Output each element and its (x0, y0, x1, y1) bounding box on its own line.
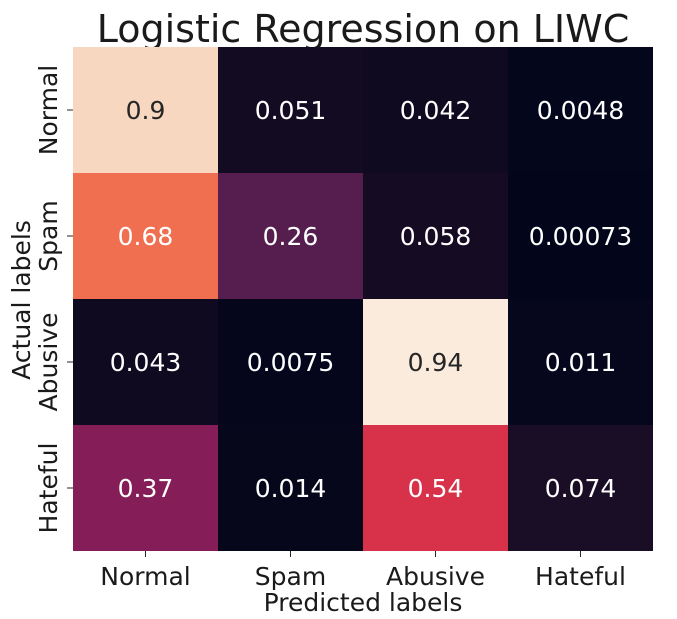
heatmap-cells: 0.9 0.051 0.042 0.0048 0.68 0.26 0.058 0.00073 0… (73, 47, 653, 551)
x-tick-label: Hateful (535, 562, 626, 591)
cell-value-label: 0.68 (118, 222, 174, 251)
y-tick-label: Hateful (34, 443, 63, 534)
cell-value-label: 0.00073 (529, 222, 632, 251)
heatmap-cell (73, 299, 218, 425)
heatmap-cell (363, 299, 508, 425)
x-tick-label: Normal (100, 562, 190, 591)
heatmap-cell (508, 299, 653, 425)
heatmap-cell (218, 47, 363, 173)
heatmap-cell (218, 173, 363, 299)
heatmap-cell (363, 47, 508, 173)
heatmap-cell (508, 47, 653, 173)
y-tick-label: Normal (34, 65, 63, 155)
y-axis: Normal Spam Abusive Hateful (34, 65, 73, 534)
heatmap-cell (218, 425, 363, 551)
heatmap-cell (73, 173, 218, 299)
heatmap-cell (73, 47, 218, 173)
cell-value-label: 0.074 (545, 474, 617, 503)
heatmap-cell (218, 299, 363, 425)
x-tick-label: Abusive (386, 562, 485, 591)
cell-value-label: 0.058 (400, 222, 472, 251)
cell-value-label: 0.9 (126, 96, 166, 125)
cell-value-label: 0.94 (408, 348, 464, 377)
cell-value-label: 0.042 (400, 96, 472, 125)
y-tick-label: Spam (34, 200, 63, 271)
cell-value-label: 0.051 (255, 96, 327, 125)
cell-value-label: 0.043 (110, 348, 182, 377)
y-tick-label: Abusive (34, 313, 63, 412)
cell-value-label: 0.26 (263, 222, 319, 251)
cell-value-label: 0.0048 (537, 96, 624, 125)
x-tick-label: Spam (255, 562, 326, 591)
cell-value-label: 0.0075 (247, 348, 334, 377)
cell-value-label: 0.37 (118, 474, 174, 503)
heatmap-cell (508, 425, 653, 551)
heatmap-cell (363, 173, 508, 299)
heatmap-cell (508, 173, 653, 299)
cell-value-label: 0.54 (408, 474, 464, 503)
x-axis-label: Predicted labels (264, 588, 463, 617)
chart-title: Logistic Regression on LIWC (97, 7, 629, 51)
x-axis: Normal Spam Abusive Hateful (100, 551, 626, 591)
cell-value-label: 0.011 (545, 348, 617, 377)
y-axis-label: Actual labels (7, 220, 36, 380)
heatmap-cell (73, 425, 218, 551)
cell-value-label: 0.014 (255, 474, 327, 503)
heatmap-cell (363, 425, 508, 551)
